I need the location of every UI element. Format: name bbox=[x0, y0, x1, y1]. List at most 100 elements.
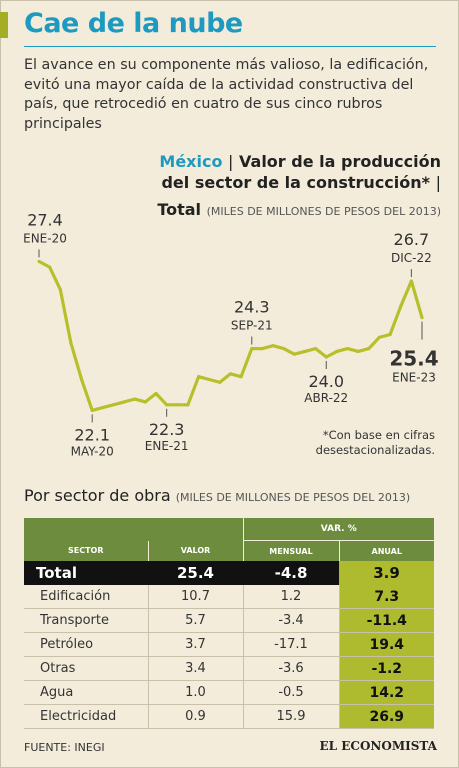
table-row: Agua 1.0 -0.5 14.2 bbox=[24, 680, 434, 705]
cell-mensual: -3.4 bbox=[243, 608, 340, 633]
cell-anual: -1.2 bbox=[339, 656, 434, 681]
data-point bbox=[90, 408, 94, 412]
cell-mensual: 15.9 bbox=[243, 704, 340, 729]
data-point bbox=[409, 279, 413, 283]
data-point bbox=[314, 346, 318, 351]
cell-valor: 3.7 bbox=[148, 632, 244, 657]
data-point bbox=[388, 332, 392, 337]
cell-sector: Petróleo bbox=[24, 632, 149, 657]
data-point bbox=[367, 346, 371, 351]
chart-country: México bbox=[159, 152, 223, 171]
data-point bbox=[250, 346, 254, 351]
chart-sub-label: Total bbox=[157, 200, 202, 219]
data-point bbox=[69, 341, 73, 345]
section-unit: (MILES DE MILLONES DE PESOS DEL 2013) bbox=[175, 491, 411, 504]
header-mensual: MENSUAL bbox=[243, 540, 340, 561]
annotation-ene-20: 27.4 ENE-20 bbox=[23, 210, 67, 258]
cell-sector: Transporte bbox=[24, 608, 149, 633]
data-point bbox=[356, 349, 360, 353]
table-row: Edificación 10.7 1.2 7.3 bbox=[24, 585, 434, 609]
annotation-date: SEP-21 bbox=[231, 319, 273, 333]
section-title: Por sector de obra bbox=[24, 486, 171, 505]
data-point bbox=[48, 265, 52, 269]
total-anual: 3.9 bbox=[339, 561, 434, 585]
annotation-value: 22.1 bbox=[74, 425, 110, 444]
cell-sector: Electricidad bbox=[24, 704, 149, 729]
total-label: Total bbox=[24, 561, 148, 585]
annotation-value: 26.7 bbox=[394, 230, 430, 249]
source-note: FUENTE: INEGI bbox=[24, 741, 105, 754]
data-point bbox=[122, 400, 126, 404]
series-line bbox=[38, 259, 424, 412]
chart-note: *Con base en cifras desestacionalizadas. bbox=[316, 428, 435, 458]
annotation-date: ENE-21 bbox=[145, 439, 189, 453]
annotation-date: ABR-22 bbox=[304, 391, 348, 405]
data-point bbox=[79, 377, 84, 382]
data-point bbox=[260, 346, 265, 351]
cell-valor: 3.4 bbox=[148, 656, 244, 681]
data-point bbox=[101, 405, 105, 410]
cell-mensual: 1.2 bbox=[243, 585, 340, 609]
section-heading: Por sector de obra (MILES DE MILLONES DE… bbox=[24, 486, 410, 505]
header-valor: VALOR bbox=[148, 540, 244, 561]
chart-separator: | bbox=[228, 152, 234, 171]
data-point bbox=[303, 349, 307, 353]
annotation-value: 22.3 bbox=[149, 420, 185, 439]
annotation-value: 24.3 bbox=[234, 298, 270, 317]
data-point bbox=[133, 397, 137, 401]
cell-anual: 19.4 bbox=[339, 632, 434, 657]
data-point bbox=[324, 355, 328, 359]
cell-valor: 5.7 bbox=[148, 608, 244, 633]
table-row: Transporte 5.7 -3.4 -11.4 bbox=[24, 608, 434, 633]
table-total-row: Total 25.4 -4.8 3.9 bbox=[24, 561, 434, 585]
chart-note-line1: *Con base en cifras bbox=[322, 428, 435, 442]
data-point bbox=[399, 304, 403, 308]
cell-sector: Agua bbox=[24, 680, 149, 705]
annotation-date: MAY-20 bbox=[71, 444, 114, 458]
data-point bbox=[271, 344, 275, 348]
data-point bbox=[165, 403, 169, 407]
table-row: Otras 3.4 -3.6 -1.2 bbox=[24, 656, 434, 681]
data-point bbox=[58, 287, 62, 292]
table-header-blank bbox=[24, 518, 244, 541]
cell-sector: Otras bbox=[24, 656, 149, 681]
table-row: Electricidad 0.9 15.9 26.9 bbox=[24, 704, 434, 729]
annotation-value: 24.0 bbox=[308, 372, 344, 391]
total-mensual: -4.8 bbox=[243, 561, 339, 585]
cell-anual: 7.3 bbox=[339, 585, 434, 609]
data-point bbox=[420, 316, 424, 320]
data-point bbox=[111, 403, 116, 407]
annotation-value: 25.4 bbox=[389, 347, 438, 371]
cell-mensual: -3.6 bbox=[243, 656, 340, 681]
chart-heading: México | Valor de la producción del sect… bbox=[159, 151, 441, 193]
data-point bbox=[154, 391, 158, 396]
chart-title-line1: Valor de la producción bbox=[239, 152, 441, 171]
data-point bbox=[239, 375, 243, 379]
annotation-value: 27.4 bbox=[27, 210, 63, 229]
cell-sector: Edificación bbox=[24, 585, 149, 609]
data-point bbox=[186, 403, 190, 407]
annotation-dic-22: 26.7 DIC-22 bbox=[391, 230, 432, 278]
data-point bbox=[292, 352, 296, 356]
cell-valor: 10.7 bbox=[148, 585, 244, 609]
cell-anual: -11.4 bbox=[339, 608, 434, 633]
cell-valor: 1.0 bbox=[148, 680, 244, 705]
data-point bbox=[228, 372, 233, 376]
cell-anual: 14.2 bbox=[339, 680, 434, 705]
data-point bbox=[175, 403, 179, 407]
chart-unit: (MILES DE MILLONES DE PESOS DEL 2013) bbox=[206, 205, 441, 218]
cell-valor: 0.9 bbox=[148, 704, 244, 729]
header-anual: ANUAL bbox=[339, 540, 434, 561]
title-divider bbox=[24, 46, 436, 47]
publisher-logo: EL ECONOMISTA bbox=[319, 739, 437, 753]
header-sector: SECTOR bbox=[24, 540, 149, 561]
table-header-group: VAR. % bbox=[24, 518, 434, 541]
var-header: VAR. % bbox=[243, 518, 434, 541]
table-row: Petróleo 3.7 -17.1 19.4 bbox=[24, 632, 434, 657]
data-point bbox=[377, 335, 382, 339]
total-valor: 25.4 bbox=[148, 561, 243, 585]
